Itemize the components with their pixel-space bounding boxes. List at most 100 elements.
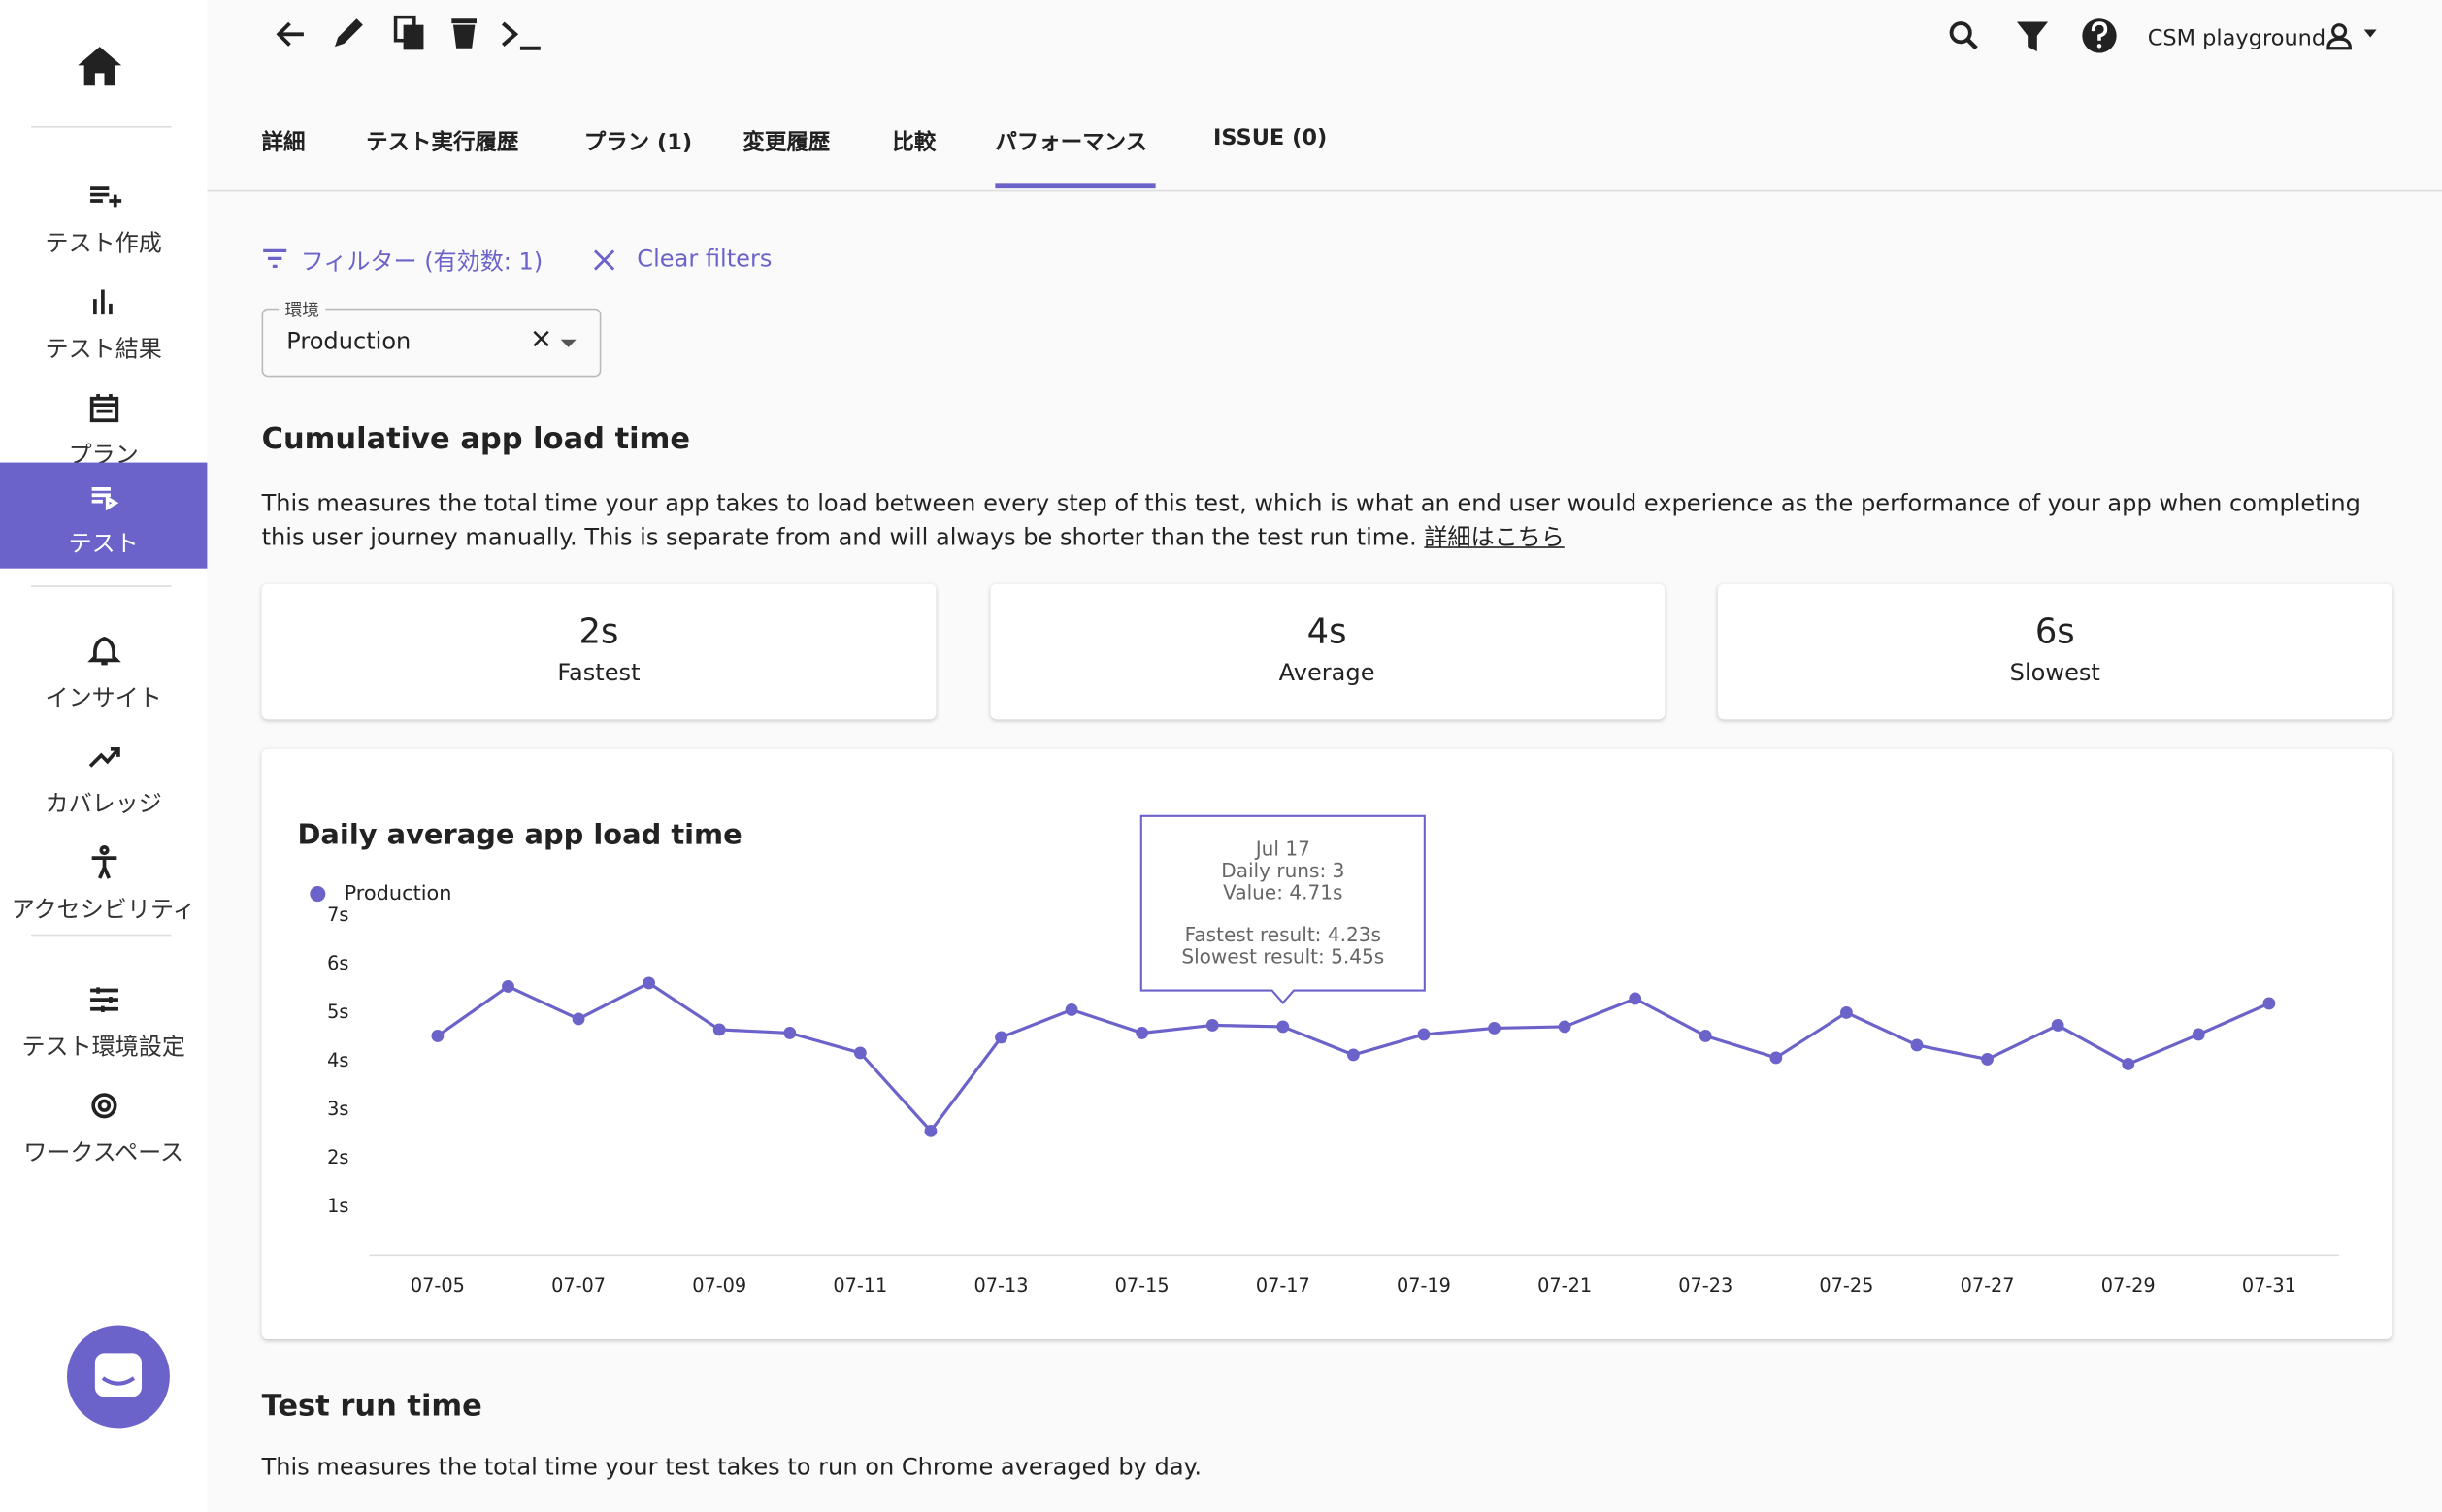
filter-icon[interactable]: [2016, 21, 2049, 51]
select-controls[interactable]: [531, 329, 593, 357]
x-tick-label: 07-27: [1961, 1274, 2015, 1297]
tab[interactable]: 詳細: [261, 130, 306, 156]
data-point: [924, 1124, 938, 1137]
tooltip-date: Jul 17: [1254, 838, 1310, 861]
nav-item[interactable]: ワークスペース: [0, 1071, 207, 1177]
divider: [31, 934, 172, 937]
filter-summary[interactable]: フィルター (有効数: 1): [300, 247, 544, 277]
icon-shape: [91, 1093, 117, 1119]
clear-filters[interactable]: Clear filters: [637, 244, 773, 273]
legend-marker: [310, 886, 326, 903]
icon-shape: [87, 636, 121, 666]
data-point: [431, 1030, 445, 1042]
sidebar: テスト作成 テスト結果 プラン テスト インサイト カバレッジ アクセシビリティ テスト環境設…: [0, 0, 208, 1512]
stat-value: 2s: [578, 613, 619, 653]
data-point: [1839, 1006, 1853, 1019]
nav-item[interactable]: テスト環境設定: [0, 966, 207, 1071]
y-tick-label: 1s: [327, 1195, 348, 1217]
data-point: [1558, 1020, 1571, 1034]
data-point: [712, 1023, 726, 1036]
select-label: 環境: [279, 297, 326, 323]
data-point: [1769, 1051, 1783, 1065]
tooltip-box: [1139, 814, 1426, 1004]
icon-shape: [89, 393, 119, 423]
data-point: [1136, 1027, 1149, 1039]
data-point: [2051, 1019, 2064, 1032]
nav-item[interactable]: テスト作成: [0, 162, 207, 268]
data-point: [2122, 1058, 2135, 1070]
nav-label: テスト作成: [45, 228, 162, 257]
data-point: [1981, 1053, 1994, 1066]
nav-icon: [91, 1093, 117, 1119]
filter-list-icon: [263, 248, 287, 268]
stat-card: 2s Fastest: [261, 583, 937, 720]
nav-icon: [93, 289, 113, 315]
environment-select[interactable]: 環境 Production: [261, 297, 602, 378]
chat-launcher[interactable]: [65, 1324, 171, 1430]
delete-icon[interactable]: [451, 18, 478, 49]
stat-card: 4s Average: [989, 583, 1665, 720]
data-point: [1205, 1019, 1219, 1032]
x-tick-label: 07-11: [833, 1274, 887, 1297]
data-point: [1910, 1038, 1924, 1052]
y-tick-label: 5s: [327, 1001, 348, 1023]
x-tick-label: 07-07: [551, 1274, 606, 1297]
home-icon[interactable]: [75, 42, 124, 88]
nav-item[interactable]: インサイト: [0, 616, 207, 722]
nav-label: インサイト: [45, 683, 162, 712]
account-name[interactable]: CSM playground: [2148, 26, 2326, 51]
nav-icon: [88, 746, 120, 768]
x-tick-label: 07-25: [1819, 1274, 1873, 1297]
top-bar: CSM playground: [207, 15, 2442, 192]
tab[interactable]: パフォーマンス: [995, 130, 1148, 156]
data-point: [853, 1046, 867, 1060]
nav-item[interactable]: アクセシビリティ: [0, 829, 207, 935]
icon-shape: [91, 486, 119, 511]
data-point: [995, 1031, 1007, 1044]
tab[interactable]: 比較: [892, 130, 937, 156]
tooltip-value: Value: 4.71s: [1223, 881, 1342, 904]
nav-item[interactable]: カバレッジ: [0, 723, 207, 829]
x-tick-label: 07-31: [2242, 1274, 2296, 1297]
select-value: Production: [286, 326, 412, 355]
data-point: [783, 1027, 797, 1039]
data-point: [1699, 1030, 1712, 1042]
copy-icon[interactable]: [393, 15, 424, 50]
stat-label: Slowest: [2009, 658, 2100, 687]
back-icon[interactable]: [276, 21, 304, 47]
data-point: [1417, 1028, 1431, 1041]
data-point: [2192, 1028, 2205, 1041]
tab[interactable]: テスト実行履歴: [366, 130, 519, 156]
data-point: [502, 980, 514, 993]
nav-item[interactable]: テスト: [0, 462, 208, 569]
nav-icon: [91, 486, 119, 511]
tab[interactable]: プラン (1): [583, 130, 693, 156]
clear-icon[interactable]: [592, 247, 620, 276]
x-tick-label: 07-21: [1537, 1274, 1592, 1297]
tab[interactable]: ISSUE (0): [1212, 125, 1328, 151]
stat-label: Fastest: [557, 658, 641, 687]
help-icon[interactable]: [2082, 18, 2117, 53]
icon-shape: [90, 186, 122, 208]
learn-more-link[interactable]: 詳細はこちら: [1424, 523, 1565, 552]
y-tick-label: 3s: [327, 1098, 348, 1120]
user-icon[interactable]: [2326, 23, 2377, 50]
data-point: [2262, 997, 2276, 1010]
x-tick-label: 07-19: [1397, 1274, 1451, 1297]
search-icon[interactable]: [1949, 21, 1978, 50]
stat-card: 6s Slowest: [1717, 583, 2392, 720]
nav-label: カバレッジ: [45, 789, 162, 818]
icon-shape: [93, 289, 113, 315]
nav-label: アクセシビリティ: [11, 895, 196, 924]
x-tick-label: 07-29: [2101, 1274, 2156, 1297]
nav-item[interactable]: テスト結果: [0, 268, 207, 374]
edit-icon[interactable]: [334, 18, 363, 48]
nav-icon: [91, 845, 117, 879]
data-point: [643, 976, 656, 990]
console-icon[interactable]: [501, 21, 541, 50]
x-tick-label: 07-23: [1678, 1274, 1732, 1297]
tab[interactable]: 変更履歴: [742, 130, 831, 156]
nav-icon: [90, 186, 122, 208]
data-point: [1346, 1048, 1360, 1062]
